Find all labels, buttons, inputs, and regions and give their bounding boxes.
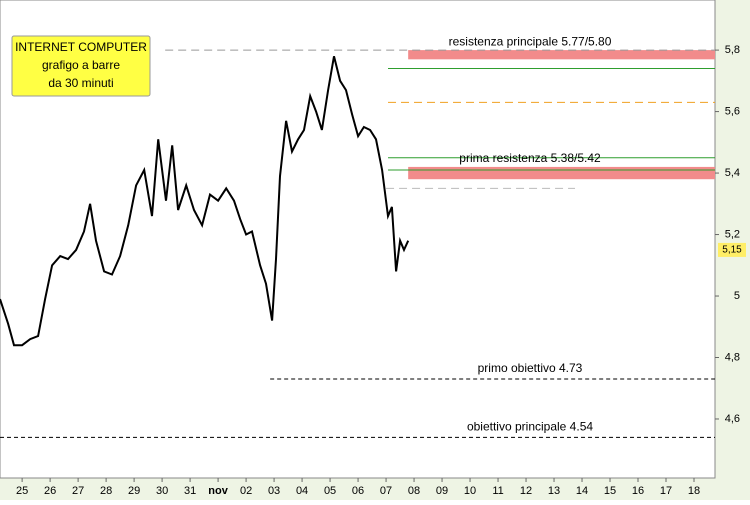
x-tick-label: 04	[296, 485, 308, 497]
x-tick-label: 08	[408, 485, 420, 497]
x-tick-label: 31	[184, 485, 196, 497]
info-line: INTERNET COMPUTER	[15, 40, 147, 54]
target-label: obiettivo principale 4.54	[467, 420, 593, 434]
x-tick-label: 10	[464, 485, 476, 497]
x-tick-label: 06	[352, 485, 364, 497]
y-tick-label: 4,6	[725, 413, 740, 425]
x-tick-label: 18	[688, 485, 700, 497]
x-tick-label: 17	[660, 485, 672, 497]
x-tick-label: 13	[548, 485, 560, 497]
x-tick-label: 16	[632, 485, 644, 497]
band-label: prima resistenza 5.38/5.42	[459, 151, 601, 165]
plot	[0, 49, 715, 438]
last-price-label: 5,15	[722, 245, 742, 256]
x-tick-label: 02	[240, 485, 252, 497]
target-label: primo obiettivo 4.73	[478, 361, 583, 375]
x-tick-label: 03	[268, 485, 280, 497]
x-tick-label: 25	[16, 485, 28, 497]
y-tick-label: 5,6	[725, 105, 740, 117]
info-box	[11, 35, 151, 97]
info-line: da 30 minuti	[48, 76, 113, 90]
y-tick-label: 5,4	[725, 167, 740, 179]
x-tick-label: 15	[604, 485, 616, 497]
x-tick-label: nov	[208, 485, 228, 497]
price-line	[0, 56, 410, 347]
x-tick-label: 26	[44, 485, 56, 497]
last-price-box	[718, 242, 746, 257]
x-tick-label: 07	[380, 485, 392, 497]
x-tick-label: 12	[520, 485, 532, 497]
band-label: resistenza principale 5.77/5.80	[449, 34, 612, 48]
y-tick-label: 5,2	[725, 228, 740, 240]
x-tick-label: 14	[576, 485, 588, 497]
x-tick-label: 29	[128, 485, 140, 497]
x-tick-label: 11	[492, 485, 503, 497]
x-tick-label: 28	[100, 485, 112, 497]
y-tick-label: 5,8	[725, 44, 740, 56]
x-tick-label: 05	[324, 485, 336, 497]
info-line: grafigo a barre	[42, 58, 120, 72]
resistance-band	[408, 50, 715, 60]
x-tick-label: 27	[72, 485, 84, 497]
x-tick-label: 30	[156, 485, 168, 497]
resistance-band	[408, 166, 715, 180]
y-tick-label: 4,8	[725, 351, 740, 363]
y-tick-label: 5	[734, 290, 740, 302]
x-tick-label: 09	[436, 485, 448, 497]
